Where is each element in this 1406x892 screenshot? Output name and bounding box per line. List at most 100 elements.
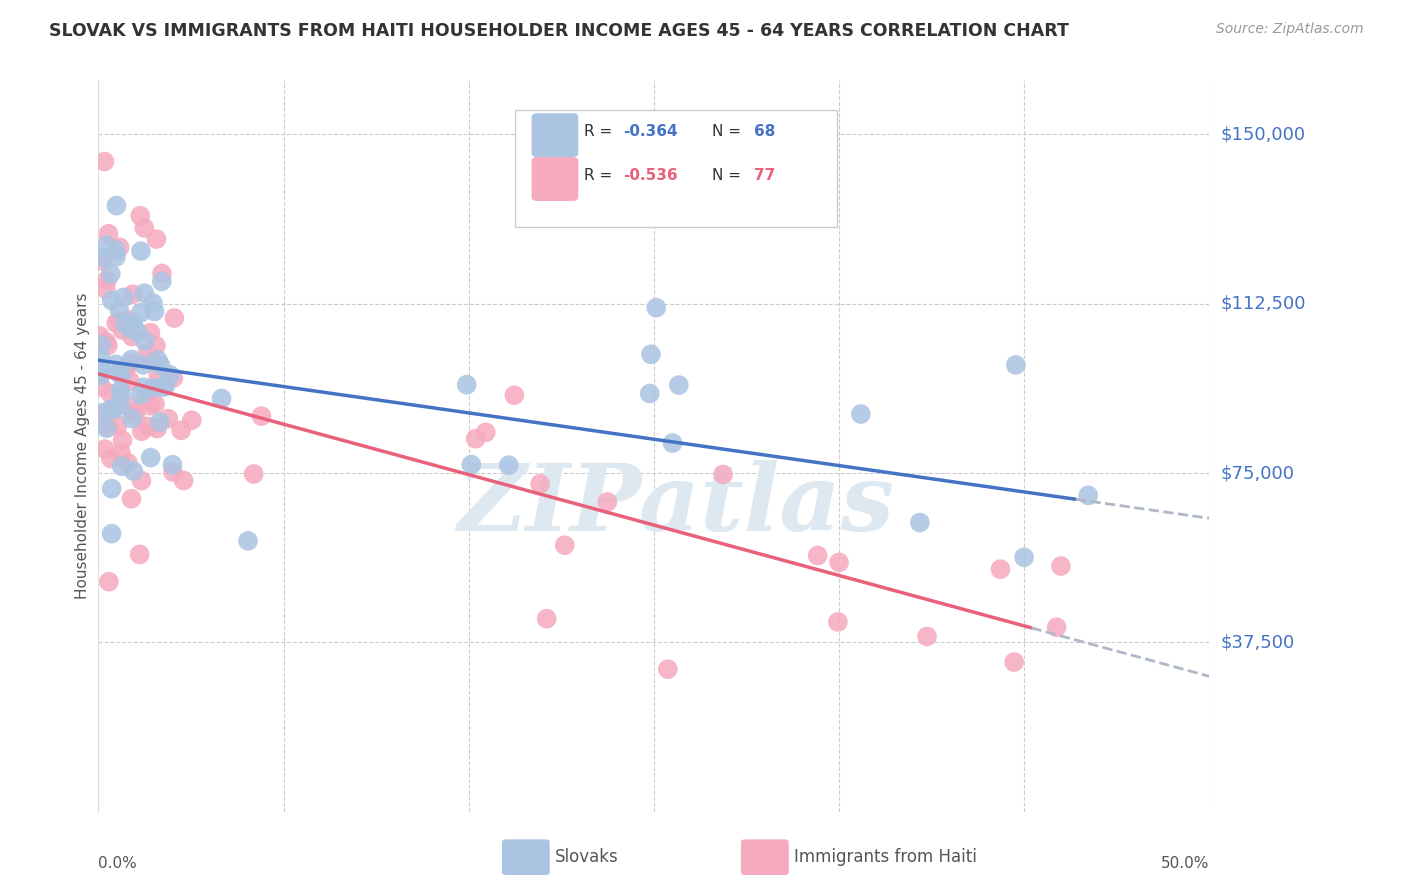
Point xyxy=(129,306,152,320)
Point xyxy=(115,363,138,377)
Point xyxy=(117,456,139,470)
Point xyxy=(107,366,129,380)
Point xyxy=(100,451,122,466)
Text: 77: 77 xyxy=(754,168,775,183)
Point xyxy=(128,548,150,562)
Point xyxy=(111,434,134,448)
Text: 68: 68 xyxy=(754,124,775,139)
Point xyxy=(134,334,156,348)
Point xyxy=(100,267,122,281)
Point xyxy=(118,356,141,370)
Text: R =: R = xyxy=(583,124,617,139)
Point xyxy=(242,467,264,481)
Point xyxy=(105,316,128,330)
Point xyxy=(1004,358,1026,372)
Point xyxy=(143,304,166,318)
Point xyxy=(139,399,162,413)
Point xyxy=(1002,655,1025,669)
Point xyxy=(103,402,125,417)
Point xyxy=(456,377,478,392)
Point xyxy=(136,419,159,434)
Point xyxy=(138,387,160,401)
Text: N =: N = xyxy=(711,168,745,183)
Point xyxy=(132,380,155,394)
Point xyxy=(827,615,849,629)
Point xyxy=(100,293,122,308)
Point xyxy=(90,365,112,379)
Point xyxy=(93,154,115,169)
Text: $37,500: $37,500 xyxy=(1220,633,1295,651)
Point xyxy=(1046,620,1069,634)
Point xyxy=(96,238,118,252)
Point xyxy=(503,388,526,402)
Point xyxy=(122,406,145,420)
Point xyxy=(100,482,122,496)
Text: $150,000: $150,000 xyxy=(1220,126,1305,144)
Text: Slovaks: Slovaks xyxy=(555,848,619,866)
Point xyxy=(554,538,576,552)
Point xyxy=(162,371,184,385)
Point xyxy=(110,399,132,413)
Point xyxy=(94,334,117,349)
Point xyxy=(121,287,143,301)
Point xyxy=(105,244,128,258)
Point xyxy=(129,244,152,258)
Point xyxy=(121,352,143,367)
Point xyxy=(94,442,117,456)
Point xyxy=(111,459,134,474)
Point xyxy=(107,418,129,433)
Point xyxy=(460,458,482,472)
FancyBboxPatch shape xyxy=(531,113,578,157)
Text: $75,000: $75,000 xyxy=(1220,464,1295,482)
Point xyxy=(149,415,172,429)
Point xyxy=(105,250,128,264)
Point xyxy=(146,421,169,435)
Text: -0.364: -0.364 xyxy=(623,124,678,139)
Point xyxy=(121,329,143,343)
Point xyxy=(122,464,145,478)
Point xyxy=(536,612,558,626)
Point xyxy=(1077,488,1099,502)
Text: $112,500: $112,500 xyxy=(1220,294,1306,313)
Point xyxy=(529,476,551,491)
Point xyxy=(104,358,127,372)
Point xyxy=(180,413,202,427)
Point xyxy=(121,411,143,425)
Point xyxy=(661,436,683,450)
Point xyxy=(98,386,121,401)
Point xyxy=(96,406,118,420)
Point xyxy=(152,380,174,394)
Point xyxy=(90,380,112,394)
Point xyxy=(94,282,117,296)
Point xyxy=(498,458,520,473)
Point xyxy=(908,516,931,530)
Point xyxy=(132,358,155,372)
Text: -0.536: -0.536 xyxy=(623,168,678,183)
Point xyxy=(139,326,162,340)
Point xyxy=(97,227,120,241)
Point xyxy=(97,574,120,589)
Point xyxy=(129,209,152,223)
Point xyxy=(131,424,153,438)
Point xyxy=(124,408,146,422)
Point xyxy=(150,274,173,288)
Point xyxy=(100,526,122,541)
FancyBboxPatch shape xyxy=(531,157,578,201)
Point xyxy=(117,312,139,326)
Point xyxy=(134,286,156,301)
Point xyxy=(807,549,830,563)
Y-axis label: Householder Income Ages 45 - 64 years: Householder Income Ages 45 - 64 years xyxy=(75,293,90,599)
Point xyxy=(149,359,172,373)
Point xyxy=(91,406,114,420)
Point xyxy=(142,296,165,310)
Point xyxy=(120,400,142,414)
Point xyxy=(110,446,132,460)
Point xyxy=(990,562,1012,576)
Point xyxy=(134,221,156,235)
Point xyxy=(464,432,486,446)
Point xyxy=(89,328,111,343)
Point xyxy=(162,458,184,472)
Point xyxy=(120,322,142,336)
Point xyxy=(162,465,184,479)
Point xyxy=(108,302,131,317)
